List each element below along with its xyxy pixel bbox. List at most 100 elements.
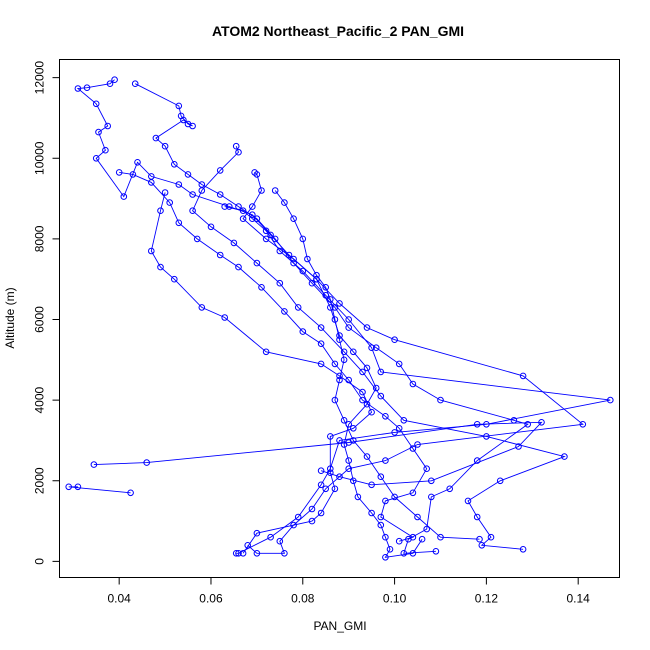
data-point <box>354 493 362 501</box>
data-point <box>281 550 288 557</box>
data-point <box>464 497 472 505</box>
data-point <box>74 483 82 491</box>
x-axis: 0.04 0.06 0.08 0.10 0.12 0.14 <box>107 577 590 606</box>
series-line <box>119 171 428 542</box>
data-point <box>290 521 297 529</box>
data-point <box>262 235 270 243</box>
data-point <box>382 554 389 561</box>
data-point <box>432 548 440 555</box>
data-point <box>423 465 431 473</box>
data-point <box>221 203 228 210</box>
data-point <box>230 239 238 247</box>
data-point <box>216 251 224 259</box>
data-point <box>519 372 527 380</box>
data-point <box>258 187 265 194</box>
series <box>131 80 532 557</box>
data-point <box>345 376 353 384</box>
data-point <box>285 251 293 259</box>
data-point <box>377 473 385 481</box>
data-point <box>391 336 398 344</box>
data-point <box>340 356 348 364</box>
series <box>271 187 483 543</box>
data-point <box>327 304 334 311</box>
x-tick-label: 0.06 <box>199 592 223 606</box>
data-point <box>152 134 160 142</box>
data-point <box>299 267 307 275</box>
data-point <box>129 171 137 178</box>
data-point <box>134 159 141 166</box>
data-point <box>102 146 109 154</box>
data-point <box>363 364 371 372</box>
data-point <box>253 550 261 557</box>
data-point <box>161 189 169 196</box>
data-point <box>579 421 587 428</box>
data-point <box>253 529 261 537</box>
y-axis-label: Altitude (m) <box>3 287 17 348</box>
data-point <box>171 161 178 168</box>
data-point <box>299 235 307 243</box>
data-point <box>382 413 389 420</box>
data-point <box>232 142 240 150</box>
data-point <box>157 207 164 214</box>
chart-title: ATOM2 Northeast_Pacific_2 PAN_GMI <box>212 23 464 39</box>
y-tick-label: 10000 <box>33 141 47 175</box>
data-point <box>336 473 343 481</box>
data-point <box>317 467 325 475</box>
data-point <box>395 360 403 368</box>
data-point <box>400 550 408 557</box>
data-point <box>368 509 375 517</box>
data-point <box>308 505 316 513</box>
data-point <box>327 469 334 477</box>
data-point <box>216 167 224 174</box>
y-tick-label: 4000 <box>33 386 47 413</box>
data-point <box>148 179 155 186</box>
data-point <box>253 215 261 222</box>
data-point <box>340 417 348 424</box>
series-line <box>242 172 584 554</box>
data-point <box>340 348 348 356</box>
data-point <box>65 483 72 491</box>
data-point <box>253 171 261 178</box>
data-point <box>437 533 444 541</box>
data-point <box>473 421 481 428</box>
data-point <box>350 437 357 444</box>
data-point <box>171 275 178 283</box>
data-point <box>304 255 311 263</box>
data-point <box>281 199 288 206</box>
data-point <box>271 235 279 243</box>
data-point <box>115 169 123 176</box>
data-point <box>262 348 270 356</box>
series <box>90 419 545 489</box>
data-point <box>267 533 274 541</box>
data-point <box>331 360 339 368</box>
data-point <box>290 255 297 263</box>
data-point <box>345 316 353 323</box>
data-point <box>189 191 196 198</box>
data-point <box>363 324 371 331</box>
data-point <box>372 384 380 392</box>
data-point <box>368 481 375 489</box>
data-point <box>313 271 320 279</box>
data-point <box>391 429 398 436</box>
series-line <box>134 83 529 554</box>
data-point <box>175 102 183 110</box>
series <box>239 169 587 557</box>
data-point <box>395 425 403 432</box>
data-point <box>400 417 408 424</box>
series <box>189 142 568 553</box>
data-point <box>232 550 240 557</box>
series-line <box>192 146 566 550</box>
data-point <box>239 550 247 557</box>
data-point <box>368 344 375 352</box>
data-point <box>372 344 380 352</box>
y-tick-label: 8000 <box>33 225 47 252</box>
data-point <box>382 497 389 505</box>
data-point <box>148 247 155 255</box>
data-point <box>184 171 192 178</box>
data-point <box>331 485 339 493</box>
y-tick-label: 6000 <box>33 306 47 333</box>
data-point <box>235 550 242 557</box>
data-point <box>271 187 279 194</box>
data-point <box>476 535 483 543</box>
